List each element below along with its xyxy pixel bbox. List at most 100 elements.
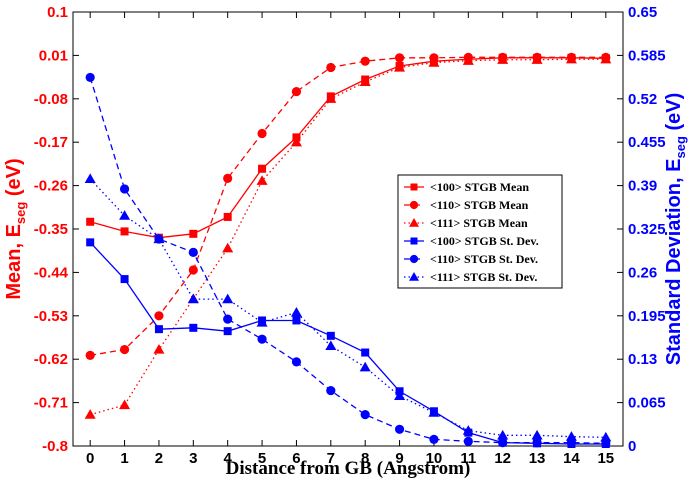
data-point xyxy=(290,306,302,317)
data-point xyxy=(291,357,302,367)
data-point xyxy=(223,173,233,183)
data-point xyxy=(462,55,474,65)
data-point xyxy=(257,334,267,344)
data-point xyxy=(256,316,268,327)
data-point xyxy=(326,385,336,396)
x-tick-label: 5 xyxy=(258,450,266,467)
x-tick-label: 13 xyxy=(529,450,546,467)
data-point xyxy=(189,323,198,332)
data-point xyxy=(85,350,95,360)
data-point xyxy=(292,316,301,325)
data-point xyxy=(394,390,406,401)
legend-entry: <110> STGB Mean xyxy=(404,198,529,212)
legend: <100> STGB Mean <110> STGB Mean <111> STGB… xyxy=(397,174,563,289)
x-tick-label: 10 xyxy=(426,450,443,467)
x-tick-label: 3 xyxy=(189,450,197,467)
x-tick-label: 8 xyxy=(361,450,369,467)
data-point xyxy=(531,54,543,64)
y-left-title-sub: seg xyxy=(13,202,28,224)
data-point xyxy=(84,409,96,419)
y-left-tick-label: -0.08 xyxy=(34,91,68,108)
data-point xyxy=(360,410,370,420)
y-right-axis-title: Standard Deviation, Eseg (eV) xyxy=(663,93,688,365)
y-left-tick-label: -0.8 xyxy=(42,438,68,455)
data-point xyxy=(189,229,198,238)
data-point xyxy=(565,53,577,64)
series-line xyxy=(90,56,606,356)
x-tick-label: 14 xyxy=(563,450,580,467)
data-point xyxy=(85,72,95,83)
data-point xyxy=(325,340,337,350)
data-point xyxy=(429,434,439,444)
x-tick-label: 11 xyxy=(460,450,476,467)
y-right-tick-label: 0 xyxy=(628,438,636,455)
data-point xyxy=(428,57,440,67)
series-line xyxy=(89,178,606,438)
legend-marker xyxy=(409,254,419,264)
x-tick-label: 4 xyxy=(224,450,233,467)
data-point xyxy=(256,175,268,185)
data-point xyxy=(428,407,440,417)
data-point xyxy=(394,53,405,63)
data-point xyxy=(600,53,612,64)
y-left-tick-label: -0.26 xyxy=(34,178,68,195)
y-right-title-main: Standard Deviation, E xyxy=(663,159,685,366)
y-right-tick-label: 0.455 xyxy=(628,134,666,151)
data-point xyxy=(290,136,302,147)
data-point xyxy=(223,327,232,336)
data-point xyxy=(84,173,96,184)
data-point xyxy=(325,93,337,103)
series-line xyxy=(90,58,606,416)
y-left-tick-label: -0.44 xyxy=(34,264,69,281)
data-point xyxy=(463,436,473,446)
data-point xyxy=(223,212,232,221)
y-left-tick-label: -0.71 xyxy=(34,395,68,412)
y-right-tick-label: 0.65 xyxy=(628,4,657,21)
y-left-title-main: Mean, E xyxy=(3,224,25,300)
y-right-tick-label: 0.52 xyxy=(628,91,657,108)
data-point xyxy=(153,233,165,244)
y-right-tick-label: 0.325 xyxy=(628,221,666,238)
data-point xyxy=(153,344,165,354)
data-point xyxy=(119,344,130,355)
legend-marker xyxy=(410,183,418,191)
data-point xyxy=(291,86,302,97)
data-point xyxy=(462,425,474,435)
x-tick-label: 12 xyxy=(494,450,511,467)
data-point xyxy=(600,431,612,442)
data-point xyxy=(86,238,95,247)
data-point xyxy=(119,399,131,410)
legend-marker xyxy=(409,200,419,210)
legend-marker xyxy=(410,237,418,245)
legend-entry: <100> STGB St. Dev. xyxy=(404,234,539,248)
legend-items: <100> STGB Mean <110> STGB Mean <111> STGB… xyxy=(404,180,539,284)
y-right-title-unit: (eV) xyxy=(663,93,685,136)
data-point xyxy=(120,227,129,236)
y-right-tick-label: 0.26 xyxy=(628,264,657,281)
legend-label: <100> STGB St. Dev. xyxy=(430,234,539,248)
data-point xyxy=(222,242,234,253)
legend-marker xyxy=(409,218,419,227)
data-point xyxy=(188,265,198,275)
x-tick-label: 15 xyxy=(597,450,614,467)
y-left-tick-label: -0.35 xyxy=(34,221,68,238)
data-point xyxy=(154,311,164,321)
data-point xyxy=(86,217,95,226)
y-right-tick-label: 0.585 xyxy=(628,47,666,64)
data-point xyxy=(119,210,131,220)
data-point xyxy=(359,361,371,372)
series-line xyxy=(89,241,606,445)
data-point xyxy=(497,429,509,440)
data-point xyxy=(187,293,199,304)
data-point xyxy=(532,438,542,448)
x-tick-label: 1 xyxy=(120,450,128,467)
y-left-tick-label: 0.1 xyxy=(47,4,68,21)
series-6 xyxy=(84,173,612,442)
x-tick-label: 2 xyxy=(155,450,163,467)
legend-entry: <110> STGB St. Dev. xyxy=(404,252,538,266)
data-point xyxy=(154,325,163,334)
data-point xyxy=(326,331,335,340)
series-layer xyxy=(84,52,612,448)
data-point xyxy=(222,293,234,304)
